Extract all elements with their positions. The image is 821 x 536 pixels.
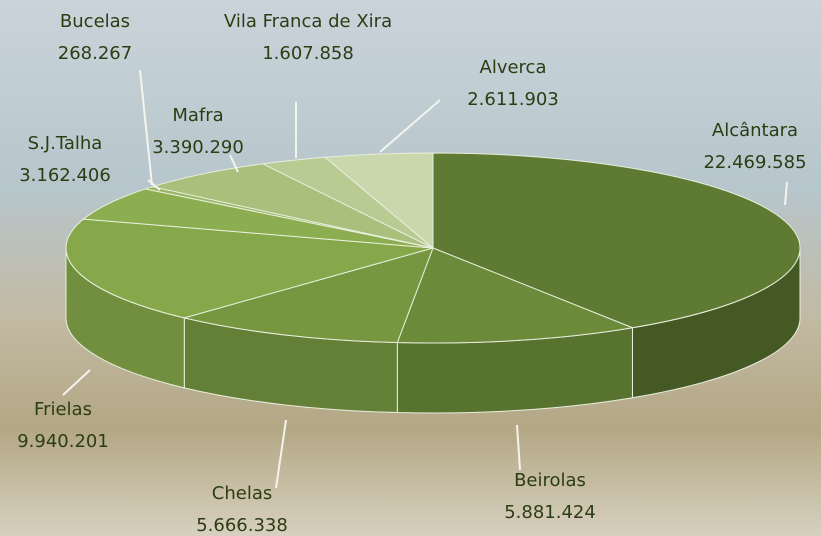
leader-line — [275, 419, 287, 489]
value-label: 5.881.424 — [504, 502, 596, 523]
value-label: 268.267 — [57, 43, 133, 64]
slice — [82, 188, 434, 249]
slice-label: Beirolas 5.881.424 — [450, 465, 650, 529]
slice-label: Chelas 5.666.338 — [142, 478, 342, 536]
slice — [323, 152, 434, 250]
leader-line — [784, 181, 788, 206]
leader-line — [516, 424, 521, 471]
category-label: Alcântara — [711, 120, 799, 141]
slice — [432, 152, 801, 329]
category-label: Chelas — [211, 483, 273, 504]
category-label: S.J.Talha — [27, 133, 103, 154]
leader-line — [379, 99, 441, 153]
value-label: 22.469.585 — [703, 152, 807, 173]
value-label: 5.666.338 — [196, 515, 288, 536]
value-label: 9.940.201 — [17, 431, 109, 452]
value-label: 2.611.903 — [467, 89, 559, 110]
category-label: Vila Franca de Xira — [223, 11, 393, 32]
slice-label: S.J.Talha 3.162.406 — [0, 128, 165, 192]
category-label: Alverca — [479, 57, 547, 78]
leader-line — [229, 154, 239, 173]
category-label: Frielas — [34, 399, 92, 420]
category-label: Bucelas — [59, 11, 131, 32]
slice-label: Mafra 3.390.290 — [98, 100, 298, 164]
slice — [65, 218, 434, 319]
slice-label: Alverca 2.611.903 — [413, 52, 613, 116]
category-label: Beirolas — [514, 470, 586, 491]
slice-label: Bucelas 268.267 — [0, 6, 195, 70]
leader-line — [139, 69, 153, 186]
slice — [396, 247, 635, 344]
value-label: 1.607.858 — [262, 43, 354, 64]
slice-label: Frielas 9.940.201 — [0, 394, 163, 458]
leader-line — [147, 179, 161, 191]
category-label: Mafra — [172, 105, 224, 126]
slice-label: Alcântara 22.469.585 — [655, 115, 821, 179]
slice — [182, 247, 434, 344]
leader-line — [62, 369, 91, 396]
value-label: 3.162.406 — [19, 165, 111, 186]
slice-label: Vila Franca de Xira 1.607.858 — [223, 6, 393, 70]
value-label: 3.390.290 — [152, 137, 244, 158]
